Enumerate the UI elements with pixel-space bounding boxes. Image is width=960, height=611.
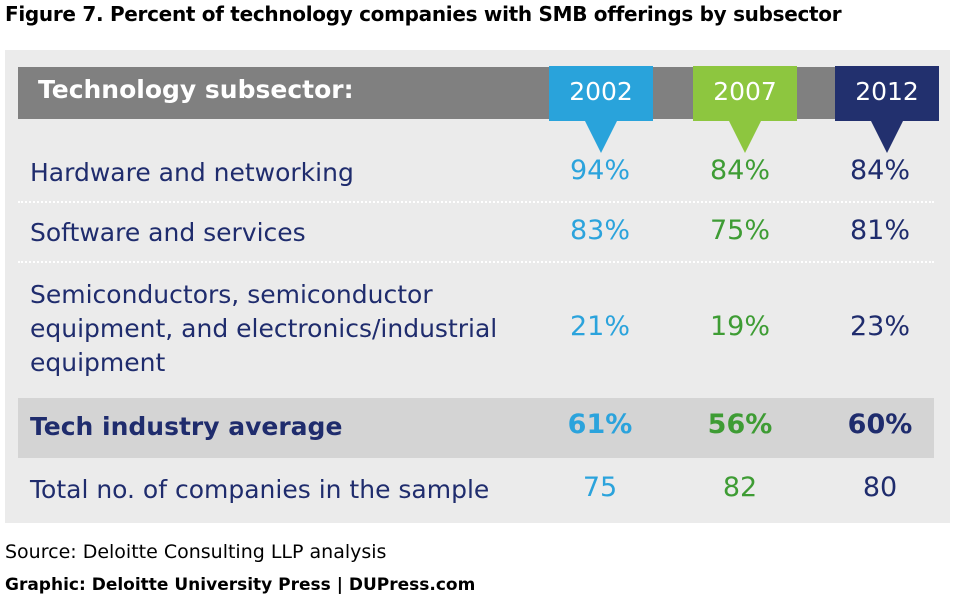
row-label-average: Tech industry average xyxy=(30,412,343,441)
cell-semiconductors-2007: 19% xyxy=(709,311,770,342)
cell-software-2002: 83% xyxy=(569,215,630,246)
year-label-2007: 2007 xyxy=(713,77,777,106)
year-tag-shape-2007 xyxy=(693,66,797,153)
year-tag-2002: 2002 xyxy=(549,66,653,154)
graphic-credit: Graphic: Deloitte University Press | DUP… xyxy=(5,575,476,595)
cell-hardware-2002: 94% xyxy=(569,155,630,186)
chart-title: Figure 7. Percent of technology companie… xyxy=(5,2,842,26)
row-divider xyxy=(18,261,934,263)
cell-semiconductors-2012: 23% xyxy=(849,311,910,342)
year-tag-2012: 2012 xyxy=(835,66,939,154)
row-label-software: Software and services xyxy=(30,218,306,247)
year-label-2002: 2002 xyxy=(569,77,633,106)
year-label-2012: 2012 xyxy=(855,77,919,106)
row-label-semiconductors: Semiconductors, semiconductor equipment,… xyxy=(30,280,498,377)
cell-hardware-2012: 84% xyxy=(849,155,910,186)
cell-software-2012: 81% xyxy=(849,215,910,246)
source-note: Source: Deloitte Consulting LLP analysis xyxy=(5,541,387,563)
row-label-total: Total no. of companies in the sample xyxy=(30,475,490,504)
cell-total-2002: 75 xyxy=(582,472,618,503)
cell-total-2012: 80 xyxy=(862,472,898,503)
cell-average-2002: 61% xyxy=(567,409,633,440)
year-tag-shape-2012 xyxy=(835,66,939,153)
cell-average-2012: 60% xyxy=(847,409,913,440)
cell-total-2007: 82 xyxy=(722,472,758,503)
average-row-band xyxy=(18,398,934,458)
year-tag-2007: 2007 xyxy=(693,66,797,154)
cell-semiconductors-2002: 21% xyxy=(569,311,630,342)
header-label: Technology subsector: xyxy=(38,75,354,104)
year-tag-shape-2002 xyxy=(549,66,653,153)
cell-software-2007: 75% xyxy=(709,215,770,246)
row-divider xyxy=(18,201,934,203)
cell-hardware-2007: 84% xyxy=(709,155,770,186)
cell-average-2007: 56% xyxy=(707,409,773,440)
row-label-hardware: Hardware and networking xyxy=(30,158,354,187)
